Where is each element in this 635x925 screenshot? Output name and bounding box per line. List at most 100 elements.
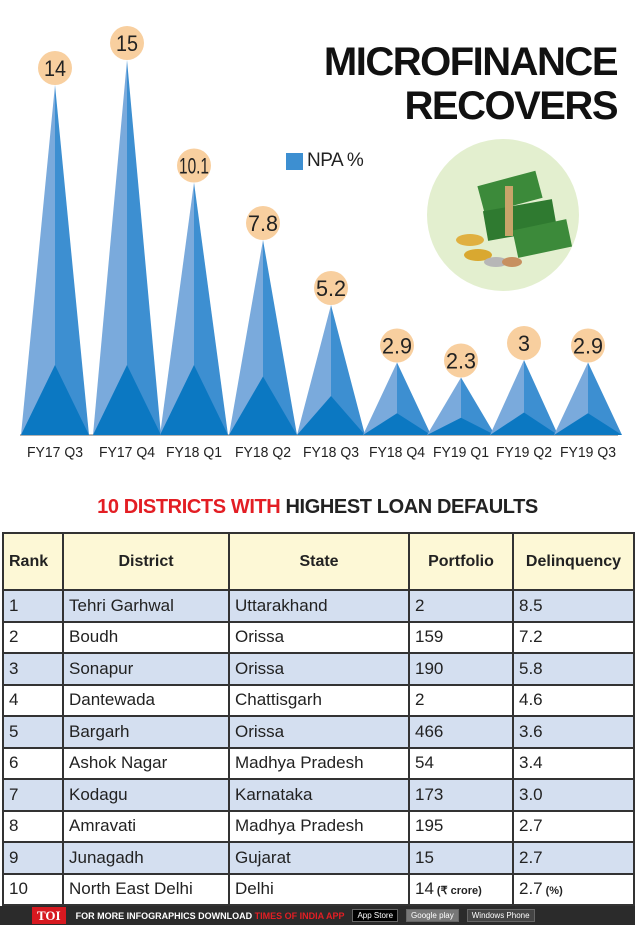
column-header: State bbox=[228, 532, 410, 591]
column-header: Portfolio bbox=[408, 532, 514, 591]
table-cell: Orissa bbox=[228, 652, 410, 686]
table-cell: 3.6 bbox=[512, 715, 635, 749]
x-tick-label: FY18 Q3 bbox=[303, 444, 359, 461]
table-title-black: HIGHEST LOAN DEFAULTS bbox=[285, 496, 539, 518]
table-cell: 5.8 bbox=[512, 652, 635, 686]
spike-bar bbox=[363, 362, 431, 435]
table-cell: Uttarakhand bbox=[228, 589, 410, 623]
legend-swatch bbox=[286, 152, 303, 170]
table-cell: Gujarat bbox=[228, 841, 410, 875]
table-cell: Amravati bbox=[62, 809, 230, 843]
windows-phone-badge[interactable]: Windows Phone bbox=[466, 909, 535, 922]
value-bubble bbox=[314, 271, 348, 305]
x-tick-label: FY19 Q1 bbox=[433, 444, 489, 461]
table-row: 3 Sonapur Orissa 190 5.8 bbox=[2, 652, 635, 686]
table-cell: Orissa bbox=[228, 620, 410, 654]
data-label: 2.9 bbox=[382, 334, 412, 359]
column-header: District bbox=[62, 532, 230, 591]
money-illustration bbox=[427, 139, 579, 291]
spike-bar bbox=[554, 362, 622, 435]
google-play-badge[interactable]: Google play bbox=[406, 909, 459, 922]
table-cell: 8 bbox=[2, 809, 64, 843]
data-label: 14 bbox=[44, 56, 66, 81]
x-tick-label: FY19 Q2 bbox=[496, 444, 552, 461]
table-cell: 5 bbox=[2, 715, 64, 749]
table-cell: Ashok Nagar bbox=[62, 746, 230, 780]
table-cell: 4 bbox=[2, 683, 64, 717]
table-cell: 466 bbox=[408, 715, 514, 749]
footer-text: FOR MORE INFOGRAPHICS DOWNLOAD TIMES OF … bbox=[75, 910, 345, 921]
table-cell: Sonapur bbox=[62, 652, 230, 686]
table-cell: 1 bbox=[2, 589, 64, 623]
table-cell: 54 bbox=[408, 746, 514, 780]
table-row: 9 Junagadh Gujarat 15 2.7 bbox=[2, 841, 635, 875]
value-bubble bbox=[571, 328, 605, 363]
table-cell: Bargarh bbox=[62, 715, 230, 749]
data-label: 10.1 bbox=[179, 154, 209, 179]
table-cell: Dantewada bbox=[62, 683, 230, 717]
table-row: 10 North East Delhi Delhi 14 (₹ crore) 2.7 (%) bbox=[2, 872, 635, 906]
table-cell: Junagadh bbox=[62, 841, 230, 875]
table-cell: 7 bbox=[2, 778, 64, 812]
value-bubble bbox=[444, 343, 478, 378]
app-store-badge[interactable]: App Store bbox=[352, 909, 399, 922]
portfolio-unit: (₹ crore) bbox=[436, 885, 482, 898]
data-label: 5.2 bbox=[316, 276, 346, 301]
table-cell: 9 bbox=[2, 841, 64, 875]
table-cell: 7.2 bbox=[512, 620, 635, 654]
value-bubble bbox=[38, 51, 72, 85]
data-label: 15 bbox=[116, 31, 138, 56]
spike-bar bbox=[160, 182, 228, 435]
table-cell: 2 bbox=[2, 620, 64, 654]
table-row: 4 Dantewada Chattisgarh 2 4.6 bbox=[2, 683, 635, 717]
x-tick-label: FY17 Q4 bbox=[99, 444, 155, 461]
footer: TOI FOR MORE INFOGRAPHICS DOWNLOAD TIMES… bbox=[0, 906, 635, 925]
data-label: 2.3 bbox=[446, 349, 476, 374]
npa-chart: 14 FY17 Q3 15 FY17 Q4 10.1 FY18 Q1 7.8 FY18 Q2 5… bbox=[20, 26, 622, 461]
table-cell: 6 bbox=[2, 746, 64, 780]
data-label: 7.8 bbox=[248, 211, 278, 236]
column-header: Delinquency bbox=[512, 532, 635, 591]
table-cell: Delhi bbox=[228, 872, 410, 906]
legend-label: NPA % bbox=[307, 150, 364, 171]
table-cell: 2.7 bbox=[512, 841, 635, 875]
delinquency-unit: (%) bbox=[545, 885, 563, 898]
data-label: 3 bbox=[518, 331, 530, 356]
table-row: 2 Boudh Orissa 159 7.2 bbox=[2, 620, 635, 654]
table-cell: Madhya Pradesh bbox=[228, 746, 410, 780]
x-tick-label: FY17 Q3 bbox=[27, 444, 83, 461]
table-cell: Kodagu bbox=[62, 778, 230, 812]
table-cell: 195 bbox=[408, 809, 514, 843]
table-row: 1 Tehri Garhwal Uttarakhand 2 8.5 bbox=[2, 589, 635, 623]
table-row: 7 Kodagu Karnataka 173 3.0 bbox=[2, 778, 635, 812]
x-tick-label: FY18 Q1 bbox=[166, 444, 222, 461]
spike-bar bbox=[427, 377, 495, 435]
table-cell: 2 bbox=[408, 683, 514, 717]
value-bubble bbox=[507, 326, 541, 360]
table-cell: Karnataka bbox=[228, 778, 410, 812]
title-line1: MICROFINANCE bbox=[323, 40, 619, 84]
x-tick-label: FY19 Q3 bbox=[560, 444, 616, 461]
value-bubble bbox=[110, 26, 144, 60]
spike-bar bbox=[229, 240, 297, 435]
data-label: 2.9 bbox=[573, 334, 603, 359]
table-cell: 173 bbox=[408, 778, 514, 812]
spike-bar bbox=[21, 85, 89, 435]
table-cell: 14 (₹ crore) bbox=[408, 872, 514, 906]
table-cell: Madhya Pradesh bbox=[228, 809, 410, 843]
table-cell: 10 bbox=[2, 872, 64, 906]
value-bubble bbox=[380, 328, 414, 363]
table-title-red: 10 DISTRICTS WITH bbox=[97, 496, 281, 518]
table-title: 10 DISTRICTS WITH HIGHEST LOAN DEFAULTS bbox=[0, 496, 635, 519]
value-bubble bbox=[246, 206, 280, 240]
table-cell: 2.7 bbox=[512, 809, 635, 843]
x-tick-label: FY18 Q4 bbox=[369, 444, 425, 461]
table-row: 8 Amravati Madhya Pradesh 195 2.7 bbox=[2, 809, 635, 843]
column-header: Rank bbox=[2, 532, 64, 591]
x-tick-label: FY18 Q2 bbox=[235, 444, 291, 461]
table-cell: Orissa bbox=[228, 715, 410, 749]
table-cell: 3.4 bbox=[512, 746, 635, 780]
table-cell: 15 bbox=[408, 841, 514, 875]
table-cell: 190 bbox=[408, 652, 514, 686]
